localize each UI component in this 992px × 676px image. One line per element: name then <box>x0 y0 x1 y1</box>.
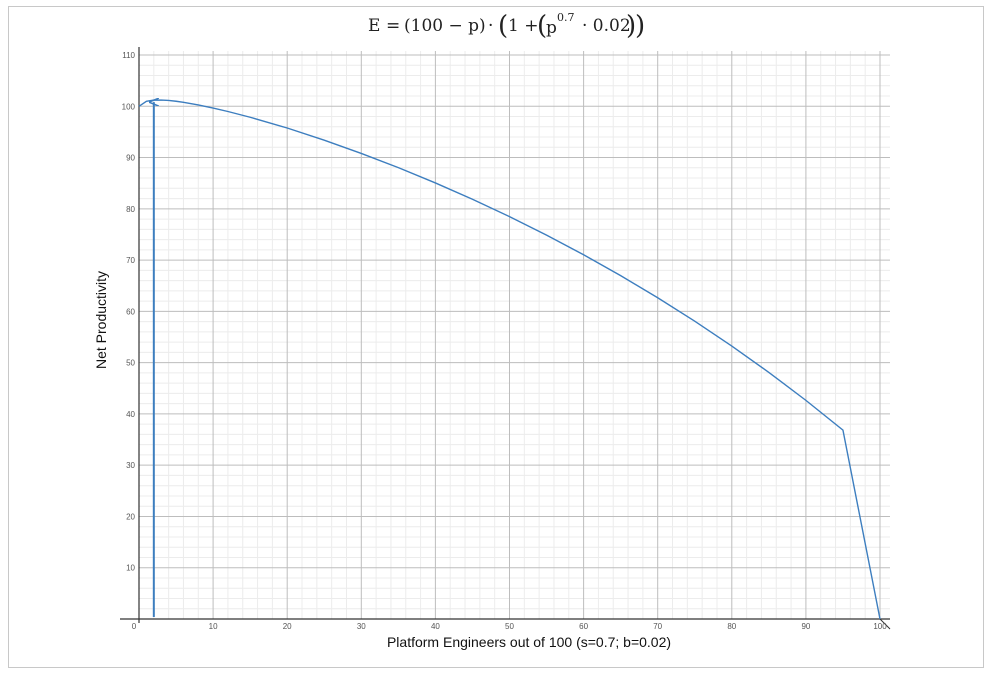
x-axis-title: Platform Engineers out of 100 (s=0.7; b=… <box>387 634 671 650</box>
formula-part1: (100 − p) <box>404 16 486 36</box>
formula-inner-close: ) <box>626 11 636 41</box>
formula-dot: · <box>488 16 493 36</box>
formula: E = (100 − p) · ( 1 + ( p 0.7 · 0.02 ) ) <box>368 11 645 41</box>
formula-times-b: · 0.02 <box>582 16 631 36</box>
x-tick-labels: 0 10 20 30 40 50 60 70 80 90 100 <box>132 622 887 631</box>
formula-close: ) <box>635 11 645 41</box>
x-tick-label: 80 <box>727 622 736 631</box>
y-tick-label: 50 <box>126 359 135 368</box>
y-tick-label: 10 <box>126 564 135 573</box>
y-tick-label: 40 <box>126 410 135 419</box>
y-tick-label: 70 <box>126 256 135 265</box>
y-tick-label: 60 <box>126 307 135 316</box>
minor-grid <box>139 51 890 619</box>
x-tick-label: 0 <box>132 622 137 631</box>
formula-one-plus: 1 + <box>508 16 538 36</box>
x-axis-end-tick <box>879 618 891 630</box>
x-tick-label: 50 <box>505 622 514 631</box>
y-tick-label: 100 <box>122 102 136 111</box>
x-tick-label: 30 <box>357 622 366 631</box>
y-tick-label: 80 <box>126 205 135 214</box>
formula-open: ( <box>498 11 508 41</box>
y-tick-label: 20 <box>126 512 135 521</box>
x-tick-label: 60 <box>579 622 588 631</box>
x-tick-label: 70 <box>653 622 662 631</box>
formula-base: p <box>546 18 557 38</box>
y-tick-label: 110 <box>122 51 135 60</box>
formula-inner-open: ( <box>537 11 547 41</box>
x-tick-label: 40 <box>431 622 440 631</box>
x-tick-label: 100 <box>873 622 887 631</box>
y-axis-title: Net Productivity <box>93 271 109 369</box>
formula-eq: = <box>386 16 400 36</box>
axes <box>120 47 891 630</box>
x-tick-label: 10 <box>209 622 218 631</box>
series <box>138 99 881 620</box>
y-tick-label: 30 <box>126 461 135 470</box>
formula-exponent: 0.7 <box>557 11 575 24</box>
series-line <box>138 99 881 620</box>
y-tick-labels: 10 20 30 40 50 60 70 80 90 100 110 <box>122 51 136 573</box>
major-grid <box>139 51 890 619</box>
y-tick-label: 90 <box>126 154 135 163</box>
chart-frame <box>8 6 984 668</box>
formula-lhs: E <box>368 16 380 36</box>
x-tick-label: 20 <box>283 622 292 631</box>
x-tick-label: 90 <box>801 622 810 631</box>
